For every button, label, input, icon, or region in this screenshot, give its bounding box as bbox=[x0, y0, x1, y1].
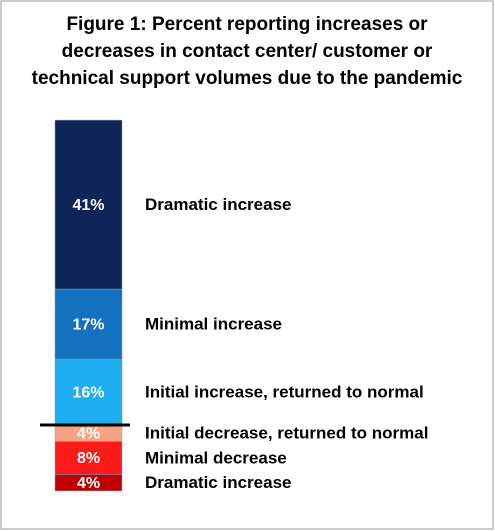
value-label: 4% bbox=[77, 425, 100, 442]
bar-segment bbox=[54, 119, 123, 290]
chart-title: technical support volumes due to the pan… bbox=[32, 68, 463, 89]
segment-name: Initial increase, returned to normal bbox=[145, 383, 424, 402]
chart-title: Figure 1: Percent reporting increases or bbox=[66, 14, 428, 35]
segment-name: Minimal increase bbox=[145, 315, 282, 334]
segment-name: Minimal decrease bbox=[145, 448, 287, 467]
segment-name: Dramatic increase bbox=[145, 195, 291, 214]
chart-title: decreases in contact center/ customer or bbox=[62, 41, 433, 62]
value-label: 17% bbox=[72, 316, 104, 333]
value-label: 8% bbox=[77, 450, 100, 467]
segment-name: Dramatic increase bbox=[145, 473, 291, 492]
value-label: 4% bbox=[77, 475, 100, 492]
bar-segment bbox=[54, 474, 123, 492]
value-label: 41% bbox=[72, 197, 104, 214]
bar-segment bbox=[54, 358, 123, 426]
segment-name: Initial decrease, returned to normal bbox=[145, 424, 428, 443]
value-label: 16% bbox=[72, 384, 104, 401]
